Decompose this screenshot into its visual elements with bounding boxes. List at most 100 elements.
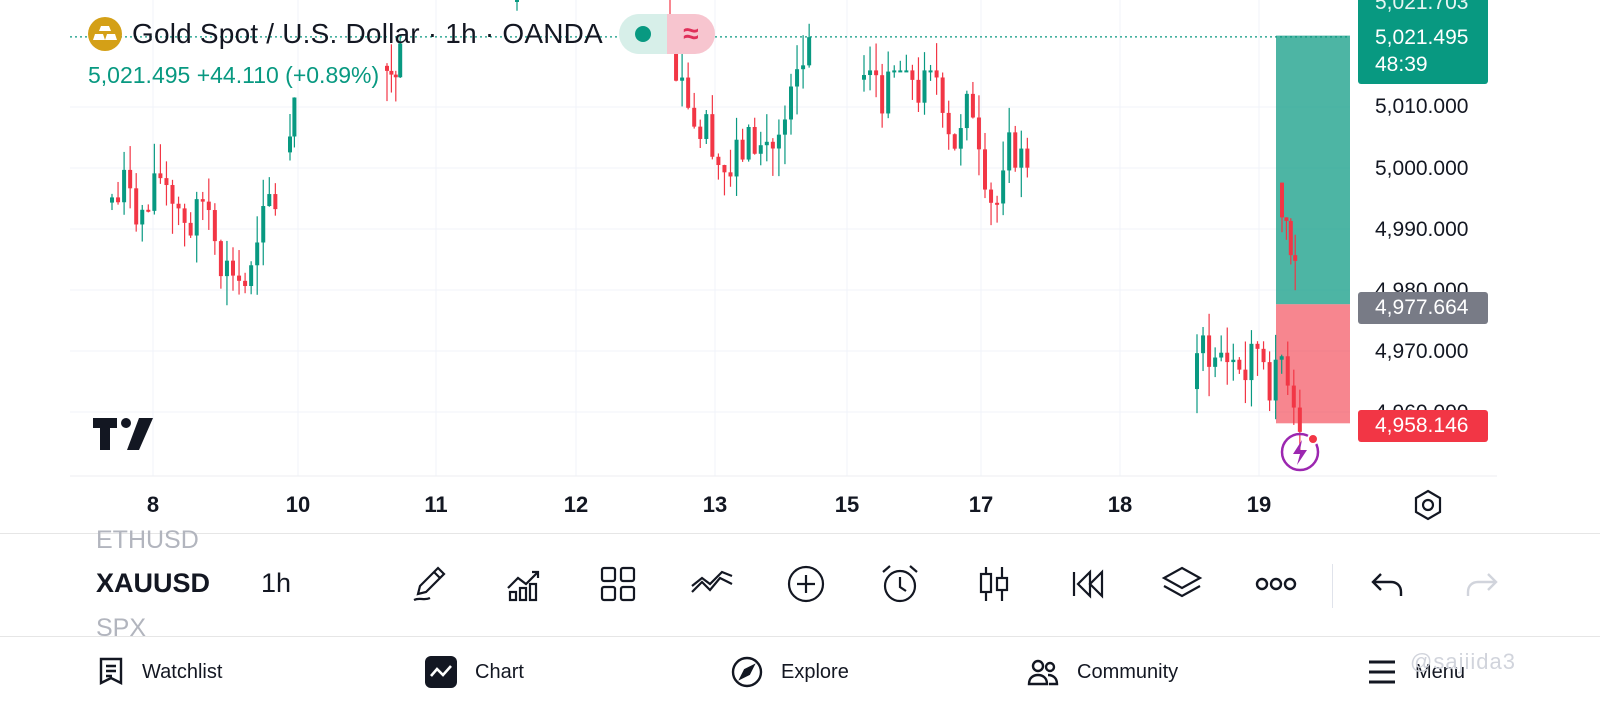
candle-body	[674, 41, 679, 81]
candle-body	[200, 199, 205, 202]
indicators-icon[interactable]	[502, 562, 546, 606]
chart-area[interactable]: Gold Spot / U.S. Dollar · 1h · OANDA ≈ 5…	[0, 0, 1600, 530]
more-icon[interactable]	[1254, 562, 1298, 606]
time-axis-label: 19	[1246, 492, 1272, 517]
candle-body	[862, 75, 866, 80]
candle-body	[758, 145, 763, 154]
layers-icon[interactable]	[1160, 562, 1204, 606]
price-chart[interactable]	[0, 0, 1600, 530]
candle-body	[1243, 369, 1248, 381]
candle-body	[752, 126, 757, 154]
undo-icon[interactable]	[1365, 562, 1409, 606]
candle-body	[398, 43, 403, 78]
candle-body	[188, 222, 193, 236]
price-axis-label: 5,000.000	[1375, 157, 1469, 180]
candle-body	[170, 185, 175, 204]
candle-body	[958, 128, 963, 149]
nav-explore[interactable]: Explore	[731, 655, 849, 689]
candle-body	[164, 178, 169, 186]
candle-body	[934, 70, 939, 78]
candle-body	[746, 126, 751, 160]
toolbar-divider	[1332, 564, 1333, 608]
interval-selector[interactable]: 1h	[261, 568, 292, 598]
candle-body	[1293, 255, 1298, 261]
candle-body	[880, 75, 885, 114]
candle-body	[1279, 356, 1284, 360]
nav-menu[interactable]: Menu	[1367, 655, 1465, 689]
candle-body	[1255, 343, 1260, 349]
candle-body	[218, 241, 223, 277]
candle-body	[801, 65, 806, 70]
candle-body	[158, 173, 163, 179]
layout-icon[interactable]	[596, 562, 640, 606]
candle-body	[1001, 170, 1006, 204]
trend-icon[interactable]	[690, 562, 734, 606]
price-axis-label: 4,990.000	[1375, 218, 1469, 241]
replay-icon[interactable]	[1066, 562, 1110, 606]
candle-body	[1249, 343, 1254, 381]
nav-watchlist[interactable]: Watchlist	[98, 655, 222, 689]
position-profit-zone	[1276, 35, 1350, 305]
time-axis-label: 13	[702, 492, 728, 517]
nav-community[interactable]: Community	[1027, 655, 1178, 689]
nav-label: Explore	[781, 660, 849, 683]
nav-chart[interactable]: Chart	[425, 655, 524, 689]
candle-body	[1288, 220, 1293, 256]
entry-price-tag: 4,977.664	[1358, 292, 1488, 324]
candle-body	[964, 93, 969, 129]
nav-label: Menu	[1415, 660, 1466, 683]
candle-body	[886, 71, 891, 114]
candle-body	[1007, 132, 1012, 171]
candle-body	[728, 172, 733, 177]
approx-data-badge[interactable]: ≈	[666, 14, 715, 54]
candle-body	[176, 203, 181, 209]
add-icon[interactable]	[784, 562, 828, 606]
candle-body	[1013, 132, 1018, 168]
candle-body	[976, 117, 981, 150]
candle-body	[1225, 352, 1230, 363]
time-axis-label: 11	[424, 492, 448, 517]
candle-body	[807, 37, 812, 66]
legend-title: Gold Spot / U.S. Dollar · 1h · OANDA	[132, 18, 603, 49]
chart-settings-icon[interactable]	[1411, 488, 1445, 527]
candle-body	[288, 136, 292, 153]
redo-icon[interactable]	[1460, 562, 1504, 606]
chart-legend[interactable]: Gold Spot / U.S. Dollar · 1h · OANDA ≈	[88, 14, 715, 54]
candles-icon[interactable]	[972, 562, 1016, 606]
candle-body	[970, 93, 975, 118]
candle-body	[110, 197, 114, 203]
bottom-navigation: Watchlist Chart Explore Community Menu @…	[0, 637, 1600, 720]
gold-logo-icon	[88, 17, 122, 51]
symbol-selector[interactable]: XAUUSD	[96, 568, 211, 598]
candle-body	[716, 156, 721, 166]
symbol-prev[interactable]: ETHUSD	[96, 526, 199, 554]
candle-body	[206, 201, 211, 211]
candle-body	[922, 70, 927, 103]
candle-body	[1267, 362, 1272, 401]
approx-icon: ≈	[683, 18, 699, 49]
candle-body	[134, 188, 139, 225]
alarm-icon[interactable]	[878, 562, 922, 606]
candle-body	[692, 107, 697, 127]
candle-body	[916, 79, 921, 103]
candle-body	[261, 206, 266, 243]
candle-body	[740, 139, 745, 160]
candle-body	[874, 70, 879, 76]
time-axis-label: 8	[146, 492, 160, 517]
candle-body	[910, 70, 915, 80]
nav-label: Chart	[475, 660, 524, 683]
candle-body	[928, 70, 933, 73]
candle-body	[385, 65, 389, 71]
candle-body	[231, 260, 235, 276]
candle-body	[868, 70, 873, 76]
current-tag-top: 5,021.703	[1375, 0, 1469, 14]
lightning-bolt-icon[interactable]	[1279, 431, 1321, 478]
current-price-tag: 5,021.703 5,021.495 48:39	[1358, 0, 1488, 84]
legend-badges[interactable]: ≈	[618, 14, 715, 54]
candle-body	[710, 114, 715, 157]
current-tag-price: 5,021.495	[1375, 26, 1469, 49]
time-axis-label: 10	[285, 492, 311, 517]
price-axis-label: 5,010.000	[1375, 95, 1469, 118]
market-open-badge[interactable]	[618, 14, 667, 54]
pencil-icon[interactable]	[408, 562, 452, 606]
